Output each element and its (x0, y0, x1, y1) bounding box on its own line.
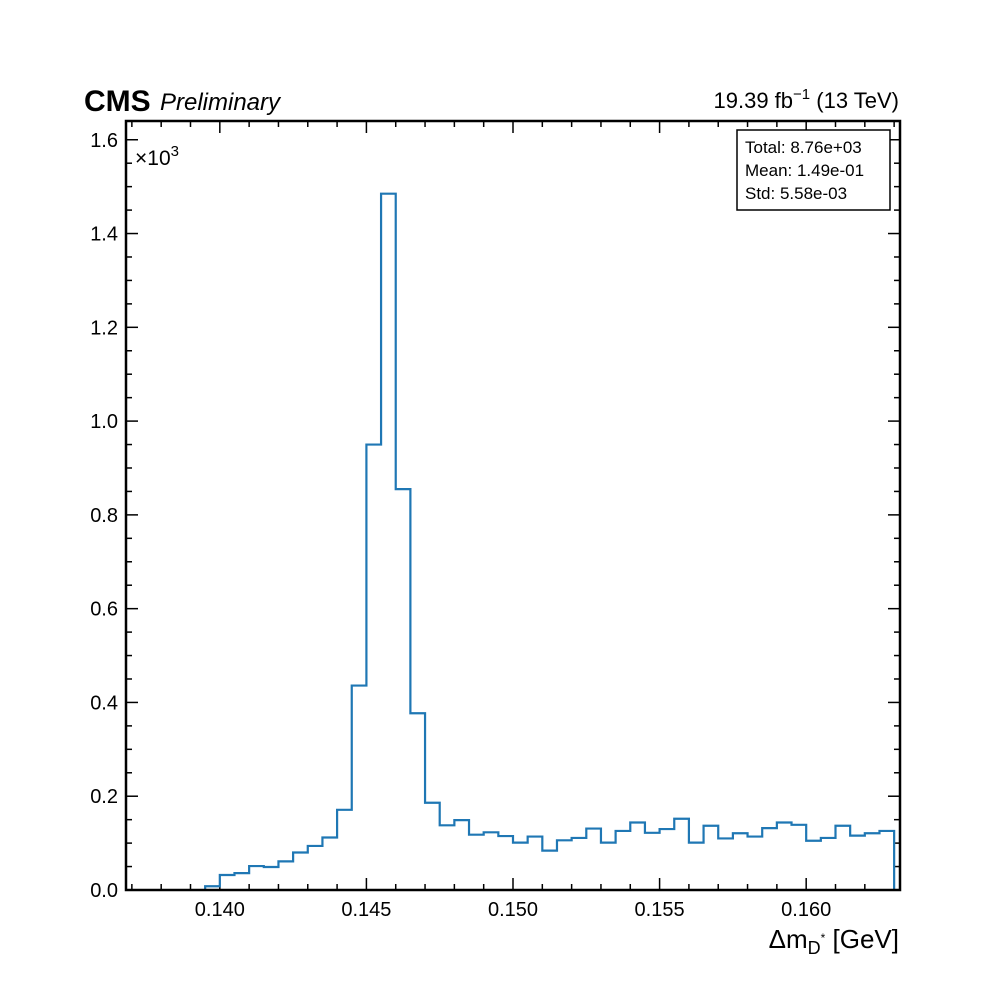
x-axis-label: ΔmD* [GeV] (769, 924, 899, 958)
x-tick-label: 0.160 (781, 899, 831, 921)
luminosity-label: 19.39 fb−1 (13 TeV) (714, 86, 899, 113)
x-tick-label: 0.150 (488, 899, 538, 921)
histogram-bin (498, 836, 513, 890)
histogram-bin (616, 831, 631, 890)
x-tick-label: 0.140 (195, 899, 245, 921)
y-tick-label: 1.2 (90, 317, 118, 339)
histogram-bin (249, 866, 264, 890)
y-tick-label: 1.4 (90, 224, 118, 246)
histogram-bin (234, 873, 249, 890)
y-tick-label: 0.2 (90, 786, 118, 808)
histogram-bin (396, 489, 411, 890)
histogram-bin (836, 826, 851, 890)
histogram-bin (733, 833, 748, 890)
histogram-bin (704, 826, 719, 890)
histogram-bin (865, 833, 880, 890)
y-tick-label: 0.8 (90, 505, 118, 527)
histogram-bin (586, 829, 601, 890)
y-axis-ticks (126, 140, 900, 890)
histogram-bin (660, 829, 675, 890)
histogram-bin (674, 819, 689, 890)
histogram-bin (601, 843, 616, 890)
histogram-bin (425, 803, 440, 890)
plot-frame (126, 121, 900, 890)
histogram-bin (337, 810, 352, 890)
stats-box: Total: 8.76e+03 Mean: 1.49e-01 Std: 5.58… (737, 130, 890, 210)
histogram-bin (777, 822, 792, 890)
status-label: Preliminary (160, 89, 282, 116)
y-tick-label: 0.4 (90, 692, 118, 714)
histogram-bin (322, 837, 337, 890)
histogram-bin (264, 867, 279, 890)
x-tick-label: 0.145 (341, 899, 391, 921)
histogram-bin (879, 831, 894, 890)
histogram-bin (792, 825, 807, 890)
histogram-bin (542, 851, 557, 890)
histogram-bin (630, 822, 645, 890)
histogram-bin (220, 875, 235, 890)
histogram-bin (366, 445, 381, 890)
histogram-bin (293, 852, 308, 890)
y-tick-label: 1.0 (90, 411, 118, 433)
histogram-bin (308, 846, 323, 890)
histogram-bin (762, 828, 777, 890)
experiment-label: CMS (84, 85, 151, 118)
stats-std: Std: 5.58e-03 (745, 184, 847, 203)
histogram-bin (718, 838, 733, 890)
histogram-bin (352, 686, 367, 890)
histogram-bin (454, 820, 469, 890)
histogram-bin (821, 838, 836, 890)
x-axis-ticks (132, 121, 894, 890)
y-tick-label: 0.6 (90, 599, 118, 621)
histogram-bin (689, 843, 704, 890)
histogram-bin (645, 833, 660, 890)
stats-total: Total: 8.76e+03 (745, 138, 862, 157)
histogram-bin (440, 825, 455, 890)
histogram-bin (748, 837, 763, 890)
y-axis-tick-labels: 0.0 0.2 0.4 0.6 0.8 1.0 1.2 1.4 1.6 (90, 130, 118, 902)
histogram-bins (205, 194, 894, 890)
y-tick-label: 1.6 (90, 130, 118, 152)
histogram-bin (469, 835, 484, 890)
y-tick-label: 0.0 (90, 880, 118, 902)
histogram-bin (410, 713, 425, 890)
histogram-bin (806, 841, 821, 890)
y-axis-multiplier: ×103 (135, 143, 179, 170)
histogram-outline (205, 194, 894, 890)
x-tick-label: 0.155 (635, 899, 685, 921)
x-axis-tick-labels: 0.140 0.145 0.150 0.155 0.160 (195, 899, 831, 921)
histogram-bin (513, 843, 528, 890)
histogram-bin (484, 832, 499, 890)
histogram-bin (528, 837, 543, 890)
stats-mean: Mean: 1.49e-01 (745, 161, 864, 180)
histogram-bin (572, 838, 587, 890)
histogram-bin (557, 840, 572, 890)
histogram-bin (850, 836, 865, 890)
histogram-bin (278, 861, 293, 890)
histogram-bin (381, 194, 396, 890)
